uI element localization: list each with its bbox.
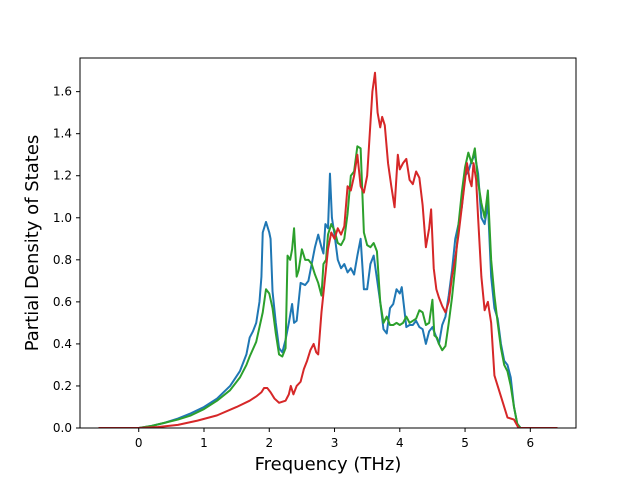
y-axis-label: Partial Density of States [22, 135, 43, 352]
series-line-1 [98, 153, 558, 428]
x-tick-label: 1 [200, 436, 208, 450]
x-tick-label: 4 [396, 436, 404, 450]
y-tick-label: 0.4 [53, 337, 72, 351]
y-tick-label: 0.8 [53, 253, 72, 267]
y-tick-label: 1.0 [53, 211, 72, 225]
series-line-3 [98, 71, 558, 428]
y-axis-ticks: 0.0 0.2 0.4 0.6 0.8 1.0 1.2 1.4 1.6 [53, 85, 80, 435]
y-tick-label: 0.6 [53, 295, 72, 309]
x-axis-label: Frequency (THz) [255, 454, 402, 475]
x-tick-label: 0 [135, 436, 143, 450]
x-tick-label: 3 [331, 436, 339, 450]
x-tick-label: 6 [526, 436, 534, 450]
x-tick-label: 5 [461, 436, 469, 450]
y-tick-label: 0.2 [53, 379, 72, 393]
y-tick-label: 0.0 [53, 421, 72, 435]
y-tick-label: 1.2 [53, 169, 72, 183]
y-tick-label: 1.4 [53, 127, 72, 141]
plot-frame [79, 57, 577, 429]
y-tick-label: 1.6 [53, 85, 72, 99]
series-layer [98, 71, 558, 428]
x-axis-ticks: 0 1 2 3 4 5 6 [135, 428, 534, 450]
x-tick-label: 2 [265, 436, 273, 450]
series-line-2 [98, 145, 558, 428]
